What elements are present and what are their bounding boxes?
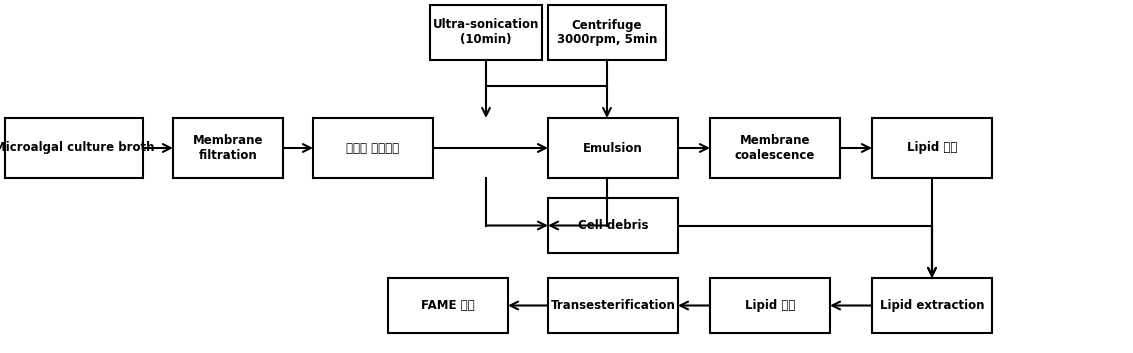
Bar [710,278,830,333]
Bar [710,118,840,178]
Text: Lipid 회수: Lipid 회수 [744,299,795,312]
Bar [431,5,542,60]
Text: Membrane
coalescence: Membrane coalescence [735,134,815,162]
Bar [548,278,678,333]
Bar [548,118,678,178]
Bar [173,118,283,178]
Text: Emulsion: Emulsion [583,142,642,155]
Text: Membrane
filtration: Membrane filtration [193,134,263,162]
Text: Centrifuge
3000rpm, 5min: Centrifuge 3000rpm, 5min [556,18,657,47]
Text: FAME 합성: FAME 합성 [421,299,475,312]
Text: Cell debris: Cell debris [578,219,648,232]
Text: 농축된 미세조류: 농축된 미세조류 [347,142,400,155]
Text: Lipid 농축: Lipid 농축 [906,142,957,155]
Bar [872,278,993,333]
Bar [313,118,433,178]
Bar [387,278,508,333]
Text: Transesterification: Transesterification [551,299,675,312]
Bar [548,5,666,60]
Text: Lipid extraction: Lipid extraction [879,299,985,312]
Text: Microalgal culture broth: Microalgal culture broth [0,142,154,155]
Bar [548,198,678,253]
Bar [872,118,993,178]
Bar [5,118,143,178]
Text: Ultra-sonication
(10min): Ultra-sonication (10min) [433,18,539,47]
